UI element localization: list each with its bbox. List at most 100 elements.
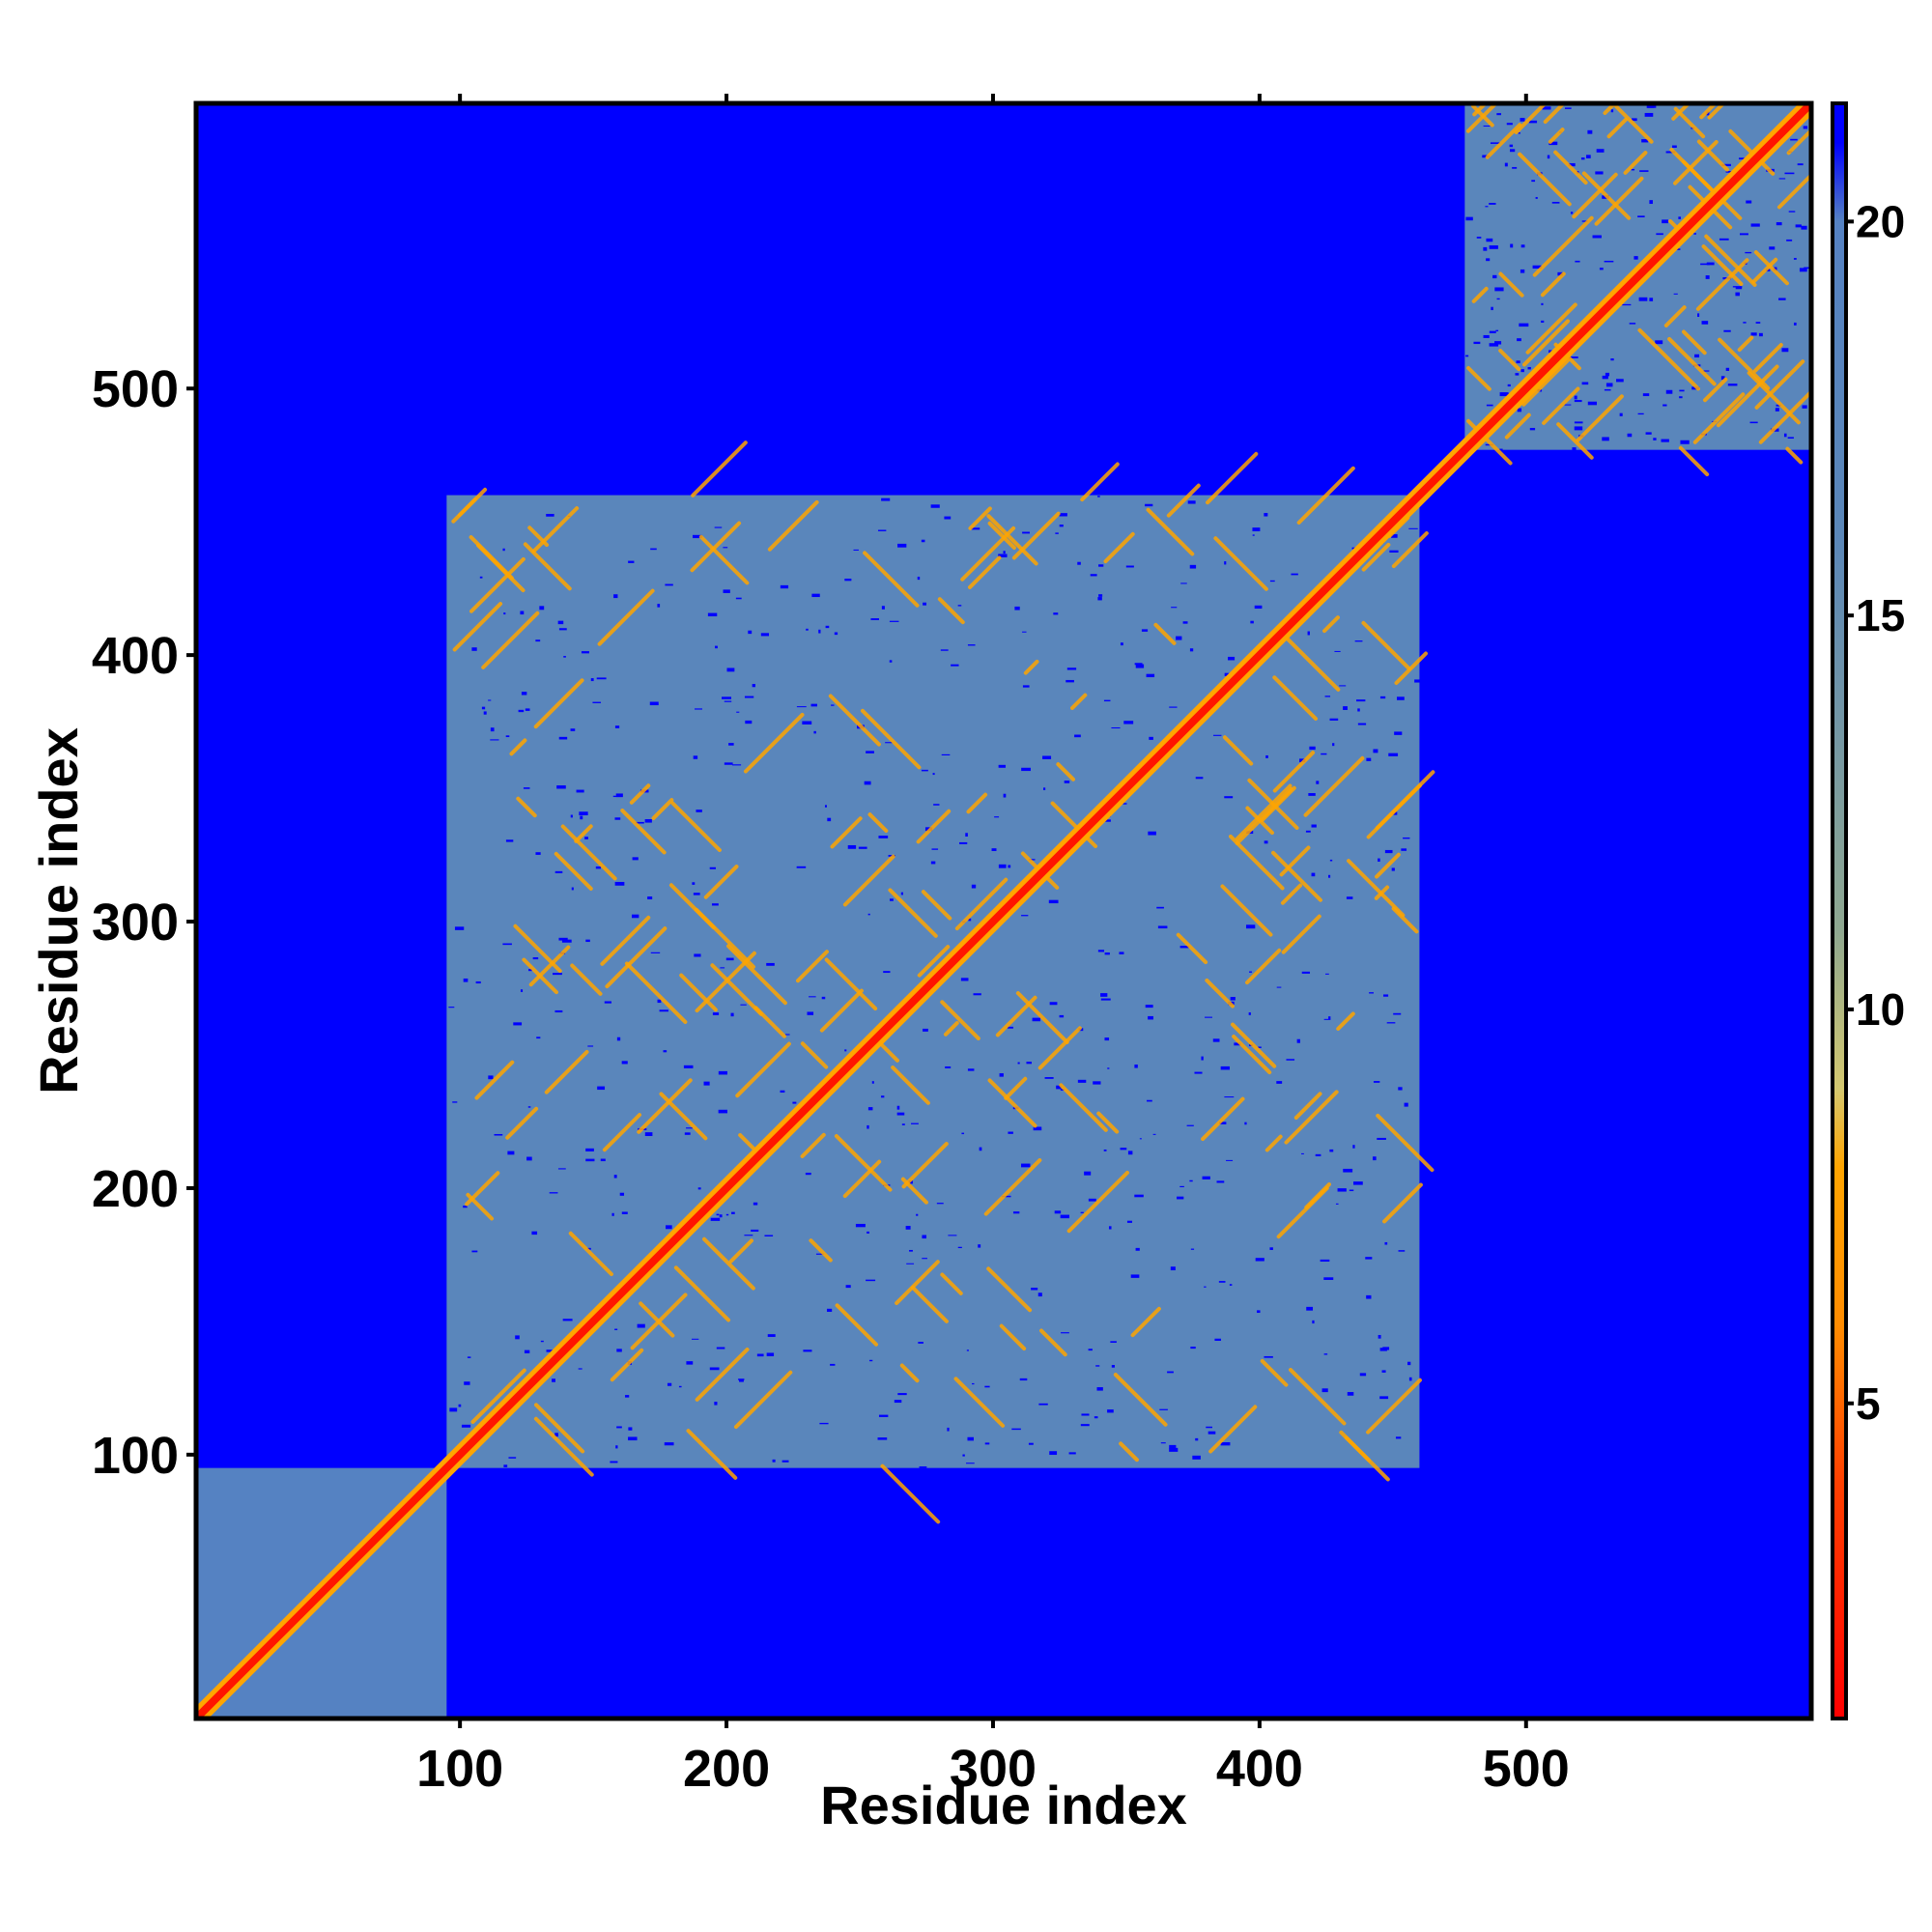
heatmap-cell	[464, 1381, 470, 1385]
heatmap-cell	[483, 711, 487, 715]
heatmap-cell	[1378, 1334, 1381, 1339]
heatmap-cell	[921, 769, 928, 772]
heatmap-cell	[611, 1212, 614, 1216]
heatmap-cell	[831, 704, 835, 706]
heatmap-cell	[1224, 672, 1231, 676]
heatmap-cell	[960, 978, 969, 981]
heatmap-cell	[1059, 1014, 1065, 1018]
heatmap-cell	[1160, 1442, 1166, 1444]
heatmap-cell	[694, 907, 756, 969]
heatmap-cell	[827, 1308, 833, 1312]
heatmap-cell	[930, 861, 936, 865]
heatmap-cell	[767, 1334, 776, 1337]
heatmap-cell	[1465, 103, 1499, 133]
heatmap-cell	[748, 630, 753, 635]
heatmap-cell	[1703, 377, 1728, 403]
heatmap-cell	[1665, 389, 1673, 394]
heatmap-cell	[1489, 343, 1499, 347]
heatmap-cell	[1023, 659, 1039, 675]
heatmap-cell	[1702, 370, 1710, 372]
heatmap-cell	[621, 1211, 628, 1214]
heatmap-cell	[1359, 1373, 1367, 1377]
heatmap-cell	[1103, 531, 1135, 564]
heatmap-plot-area	[196, 103, 1811, 1719]
heatmap-cell	[1631, 168, 1635, 171]
heatmap-cell	[1291, 573, 1298, 576]
heatmap-cell	[1019, 1378, 1028, 1381]
heatmap-cell	[1548, 141, 1558, 146]
heatmap-cell	[1516, 360, 1520, 364]
heatmap-cell	[922, 1258, 927, 1260]
heatmap-cell	[943, 1021, 959, 1037]
heatmap-cell	[899, 1363, 920, 1383]
heatmap-cell	[1059, 513, 1067, 517]
heatmap-cell	[1667, 336, 1717, 386]
heatmap-cell	[1346, 896, 1353, 899]
heatmap-cell	[1638, 297, 1648, 301]
heatmap-cell	[726, 944, 787, 1006]
heatmap-cell	[1369, 992, 1374, 994]
heatmap-cell	[1301, 971, 1311, 974]
heatmap-cell	[461, 1424, 471, 1428]
heatmap-cell	[1134, 1194, 1144, 1198]
heatmap-cell	[1692, 392, 1746, 444]
heatmap-cell	[978, 1244, 981, 1248]
heatmap-cell	[830, 816, 863, 849]
heatmap-cell	[1095, 1365, 1100, 1367]
heatmap-cell	[1574, 400, 1582, 403]
heatmap-cell	[650, 548, 657, 551]
heatmap-cell	[616, 1426, 622, 1429]
heatmap-cell	[1483, 125, 1491, 127]
heatmap-cell	[1802, 405, 1807, 409]
heatmap-cell	[1622, 303, 1632, 306]
heatmap-cell	[1311, 824, 1317, 828]
heatmap-cell	[1293, 1092, 1322, 1121]
heatmap-cell	[625, 1395, 630, 1398]
heatmap-cell	[494, 1133, 503, 1136]
diagonal-contacts	[196, 103, 1811, 1719]
heatmap-cell	[984, 1385, 990, 1388]
heatmap-cell	[905, 1226, 911, 1230]
heatmap-cell	[554, 851, 593, 891]
heatmap-cell	[558, 628, 567, 631]
heatmap-cell	[745, 720, 753, 724]
y-tick-label: 400	[92, 627, 179, 685]
heatmap-cell	[1056, 1085, 1062, 1090]
heatmap-cell	[558, 937, 568, 941]
heatmap-cell	[1785, 446, 1804, 465]
heatmap-cell	[502, 548, 505, 552]
heatmap-cell	[587, 1247, 591, 1250]
heatmap-cell	[1655, 340, 1663, 345]
heatmap-cell	[767, 499, 819, 552]
heatmap-cell	[968, 918, 972, 922]
heatmap-cell	[1641, 139, 1649, 143]
heatmap-cell	[1003, 793, 1007, 798]
heatmap-cell	[1696, 139, 1729, 172]
heatmap-cell	[1189, 1179, 1193, 1182]
heatmap-cell	[1504, 412, 1531, 440]
heatmap-cell	[1492, 274, 1497, 279]
heatmap-cell	[842, 854, 895, 907]
heatmap-cell	[953, 1377, 1006, 1428]
heatmap-cell	[597, 1086, 606, 1091]
heatmap-cell	[535, 852, 541, 855]
heatmap-cell	[1245, 948, 1282, 985]
heatmap-cell	[718, 1109, 727, 1114]
heatmap-cell	[1787, 437, 1794, 440]
heatmap-cell	[923, 602, 927, 606]
heatmap-cell	[1130, 1274, 1140, 1278]
heatmap-cell	[581, 651, 589, 654]
heatmap-cell	[1720, 376, 1725, 381]
heatmap-cell	[1222, 735, 1254, 766]
heatmap-cell	[965, 833, 968, 838]
heatmap-cell	[1104, 819, 1111, 822]
heatmap-cell	[1084, 1171, 1092, 1176]
heatmap-cell	[1616, 379, 1624, 383]
heatmap-cell	[1519, 323, 1529, 327]
heatmap-cell	[1107, 1067, 1110, 1069]
heatmap-cell	[967, 1436, 974, 1441]
heatmap-cell	[1649, 200, 1653, 205]
heatmap-cell	[465, 1171, 500, 1207]
heatmap-cell	[534, 1403, 585, 1454]
heatmap-cell	[821, 996, 826, 1000]
